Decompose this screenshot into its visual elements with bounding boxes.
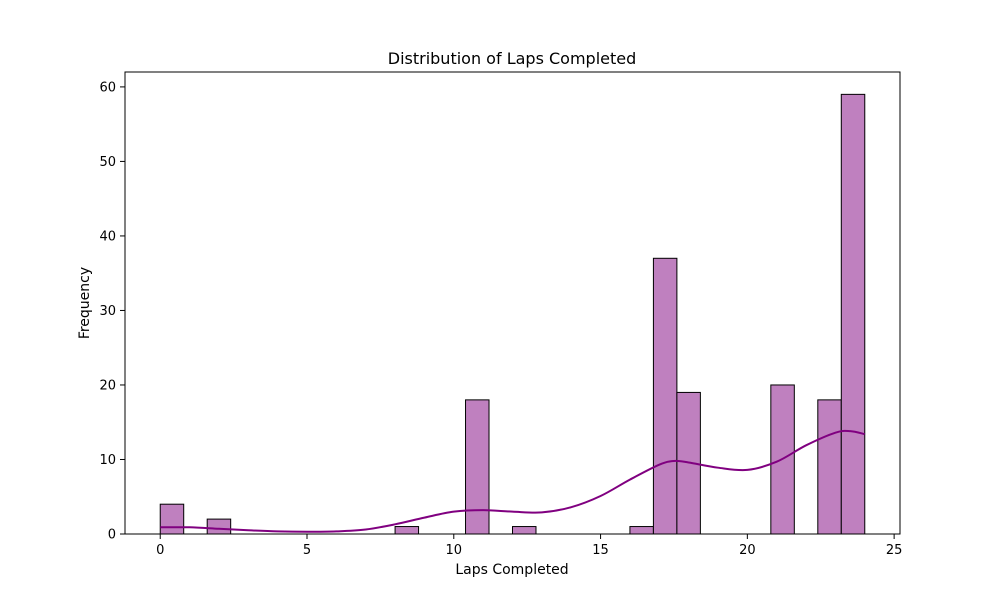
x-tick-label: 25 [886, 543, 903, 558]
x-tick-label: 15 [592, 543, 609, 558]
x-tick-label: 10 [446, 543, 463, 558]
y-axis-label: Frequency [77, 267, 93, 339]
kde-line [160, 429, 865, 533]
y-tick-label: 10 [99, 453, 116, 468]
histogram-bar [629, 526, 654, 535]
x-tick-label: 20 [739, 543, 756, 558]
y-tick-label: 0 [108, 528, 116, 543]
histogram-bar [159, 503, 185, 535]
x-tick-label: 0 [156, 543, 164, 558]
x-tick-label: 5 [303, 543, 311, 558]
histogram-bar [206, 518, 232, 535]
y-tick-label: 60 [99, 80, 116, 95]
histogram-bar [652, 257, 678, 535]
kde-group [160, 429, 865, 533]
y-tick-label: 40 [99, 229, 116, 244]
histogram-bar [840, 93, 866, 535]
histogram-bar [394, 526, 420, 535]
y-tick-label: 20 [99, 378, 116, 393]
x-axis: 0 5 10 15 20 25 [156, 534, 902, 558]
histogram-bar [512, 526, 537, 535]
y-axis: 0 10 20 30 40 50 60 [99, 80, 125, 543]
chart-title: Distribution of Laps Completed [388, 49, 637, 68]
y-tick-label: 50 [99, 155, 116, 170]
plot-frame [124, 71, 901, 535]
y-tick-label: 30 [99, 304, 116, 319]
histogram-bar [817, 399, 842, 535]
x-axis-label: Laps Completed [455, 562, 568, 578]
histogram-bar [465, 399, 490, 535]
